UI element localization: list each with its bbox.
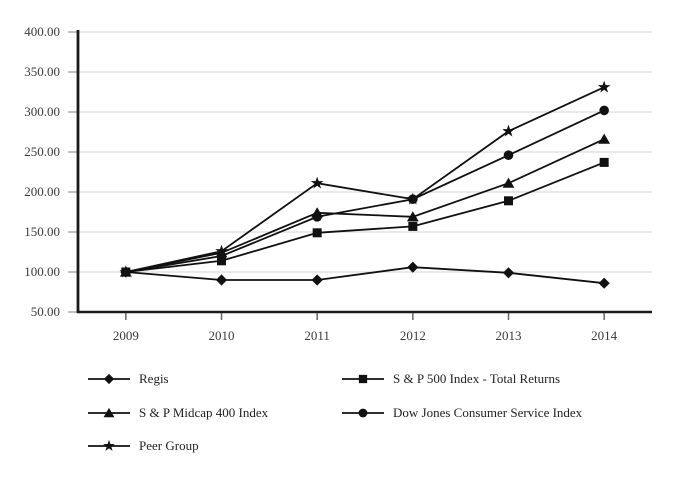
y-axis-label: 50.00 [30,304,60,319]
square-marker [408,221,418,231]
legend-item-dow-jones-consumer-service-index: Dow Jones Consumer Service Index [342,405,582,421]
triangle-marker [103,407,115,417]
legend-item-s-p-500-index-total-returns: S & P 500 Index - Total Returns [342,371,560,387]
legend-item-regis: Regis [88,371,169,387]
x-axis-label: 2011 [304,328,330,343]
star-marker [103,439,115,451]
circle-legend-key [342,408,384,417]
series-regis [120,261,610,289]
triangle-marker [598,133,611,144]
x-axis-label: 2013 [495,328,522,343]
square-marker [358,374,368,383]
star-legend-key [88,439,130,451]
legend-label: Peer Group [139,437,199,453]
square-legend-key [342,374,384,383]
circle-marker [358,408,368,417]
x-axis-label: 2012 [399,328,426,343]
x-axis-label: 2014 [591,328,618,343]
legend-label: Regis [139,370,169,386]
square-marker [599,157,609,167]
star-marker [597,80,611,93]
diamond-legend-key [88,373,130,384]
y-axis-label: 400.00 [24,24,60,39]
series-line [125,138,605,273]
series-line [125,109,605,273]
y-axis-label: 300.00 [24,104,60,119]
x-axis-label: 2010 [208,328,235,343]
series-s-p-midcap-400-index [119,133,611,277]
square-marker [312,228,322,238]
y-axis-label: 100.00 [24,264,60,279]
triangle-marker [406,211,419,222]
diamond-marker [103,373,115,384]
star-marker [310,176,324,189]
legend-item-peer-group: Peer Group [88,438,199,454]
series-line [125,266,605,285]
series-line [125,161,605,273]
square-marker [504,196,513,206]
legend-label: S & P 500 Index - Total Returns [393,370,561,386]
diamond-marker [598,277,610,289]
circle-marker [599,105,609,116]
y-axis-label: 200.00 [24,184,60,199]
diamond-marker [502,267,515,279]
star-marker [502,124,515,137]
legend-label: S & P Midcap 400 Index [139,404,269,420]
y-axis-label: 250.00 [24,144,60,159]
y-axis-label: 150.00 [24,224,60,239]
legend-item-s-p-midcap-400-index: S & P Midcap 400 Index [88,405,268,421]
diamond-marker [407,261,419,273]
star-marker [215,244,228,257]
star-marker [406,192,420,205]
y-axis-label: 350.00 [24,64,60,79]
x-axis-label: 2009 [112,328,139,343]
legend-label: Dow Jones Consumer Service Index [393,404,583,420]
series-line [125,86,605,273]
series-dow-jones-consumer-service-index [121,105,609,277]
diamond-marker [215,274,228,286]
series-peer-group [119,80,611,278]
circle-marker [503,150,514,160]
circle-marker [312,212,322,222]
star-marker [119,265,133,278]
triangle-marker [502,177,515,188]
diamond-marker [311,274,323,286]
triangle-legend-key [88,407,130,417]
